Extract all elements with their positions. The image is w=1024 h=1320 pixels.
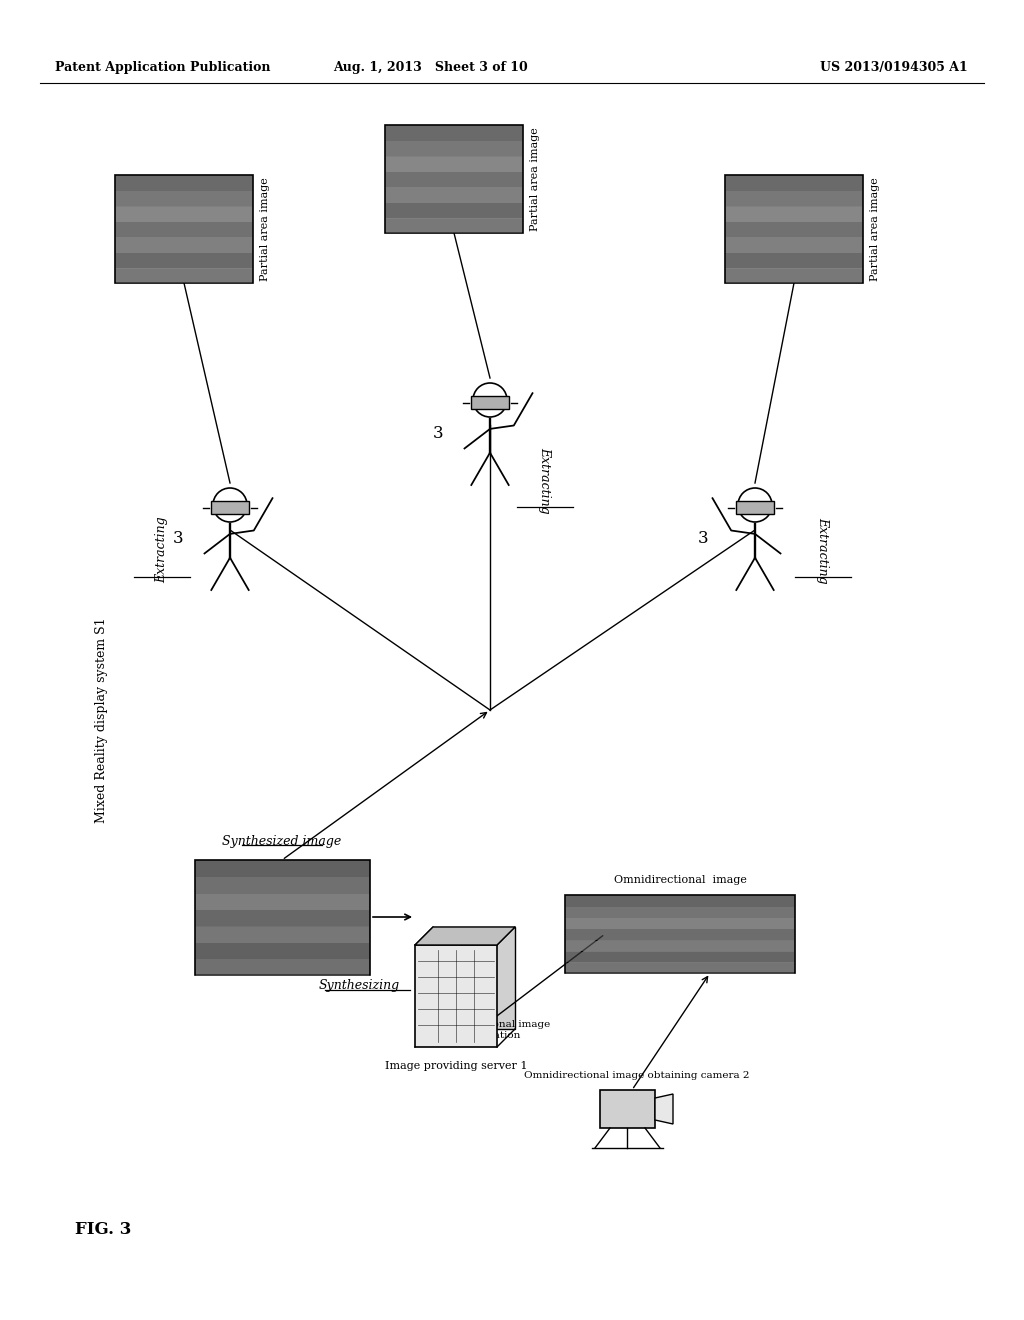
Bar bbox=[566, 929, 794, 940]
Bar bbox=[196, 878, 369, 894]
Bar bbox=[116, 253, 252, 268]
Bar bbox=[600, 1090, 655, 1129]
Bar bbox=[116, 268, 252, 284]
Text: 3: 3 bbox=[173, 531, 183, 546]
Bar bbox=[196, 894, 369, 909]
Text: Aug. 1, 2013   Sheet 3 of 10: Aug. 1, 2013 Sheet 3 of 10 bbox=[333, 62, 527, 74]
Text: Omnidirectional  image: Omnidirectional image bbox=[613, 875, 746, 884]
Bar bbox=[211, 500, 249, 515]
Bar bbox=[386, 219, 522, 234]
Text: Partial area image: Partial area image bbox=[530, 127, 540, 231]
Text: Partial area image: Partial area image bbox=[260, 177, 270, 281]
Bar bbox=[566, 952, 794, 962]
Bar bbox=[726, 253, 862, 268]
Text: Omnidirectional image obtaining camera 2: Omnidirectional image obtaining camera 2 bbox=[524, 1071, 750, 1080]
Bar bbox=[116, 191, 252, 206]
Bar bbox=[566, 919, 794, 929]
Bar bbox=[116, 176, 252, 191]
Bar bbox=[386, 125, 522, 141]
Bar bbox=[386, 203, 522, 218]
Bar bbox=[196, 911, 369, 927]
Text: Synthesized image: Synthesized image bbox=[222, 836, 342, 847]
Text: 3: 3 bbox=[697, 531, 709, 546]
Text: Extracting: Extracting bbox=[156, 516, 169, 583]
Bar bbox=[726, 176, 862, 191]
Bar bbox=[726, 268, 862, 284]
Bar bbox=[566, 896, 794, 907]
Text: Partial area image: Partial area image bbox=[870, 177, 880, 281]
Bar bbox=[116, 222, 252, 238]
Text: Synthesizing: Synthesizing bbox=[318, 978, 400, 991]
Bar bbox=[566, 941, 794, 952]
Bar bbox=[116, 207, 252, 222]
Text: Extracting: Extracting bbox=[539, 446, 552, 513]
Bar bbox=[726, 222, 862, 238]
Bar bbox=[566, 962, 794, 974]
Bar bbox=[726, 207, 862, 222]
Bar bbox=[433, 927, 515, 1030]
Bar bbox=[565, 895, 795, 973]
Bar bbox=[386, 141, 522, 156]
Text: Image providing server 1: Image providing server 1 bbox=[385, 1061, 527, 1071]
Bar bbox=[726, 238, 862, 252]
Text: Mixed Reality display system S1: Mixed Reality display system S1 bbox=[95, 618, 109, 822]
Bar bbox=[386, 173, 522, 187]
Bar bbox=[116, 238, 252, 252]
Text: Extracting: Extracting bbox=[816, 516, 829, 583]
Bar bbox=[415, 945, 497, 1047]
Bar bbox=[386, 187, 522, 203]
Text: Patent Application Publication: Patent Application Publication bbox=[55, 62, 270, 74]
Bar bbox=[195, 861, 370, 975]
Circle shape bbox=[473, 383, 507, 417]
Text: FIG. 3: FIG. 3 bbox=[75, 1221, 131, 1238]
Bar bbox=[471, 396, 509, 409]
Bar bbox=[196, 927, 369, 942]
Bar bbox=[386, 157, 522, 172]
Bar bbox=[196, 944, 369, 960]
Bar bbox=[196, 960, 369, 975]
Bar bbox=[726, 191, 862, 206]
Circle shape bbox=[738, 488, 772, 521]
Bar bbox=[115, 176, 253, 282]
Bar bbox=[736, 500, 774, 515]
Bar bbox=[196, 861, 369, 876]
Text: 3: 3 bbox=[433, 425, 443, 442]
Text: Omnidirectional image
information: Omnidirectional image information bbox=[430, 1020, 550, 1040]
Bar bbox=[566, 907, 794, 917]
Polygon shape bbox=[655, 1094, 673, 1125]
Text: US 2013/0194305 A1: US 2013/0194305 A1 bbox=[820, 62, 968, 74]
Bar bbox=[385, 125, 523, 234]
Circle shape bbox=[213, 488, 247, 521]
Polygon shape bbox=[415, 927, 515, 945]
Bar bbox=[725, 176, 863, 282]
